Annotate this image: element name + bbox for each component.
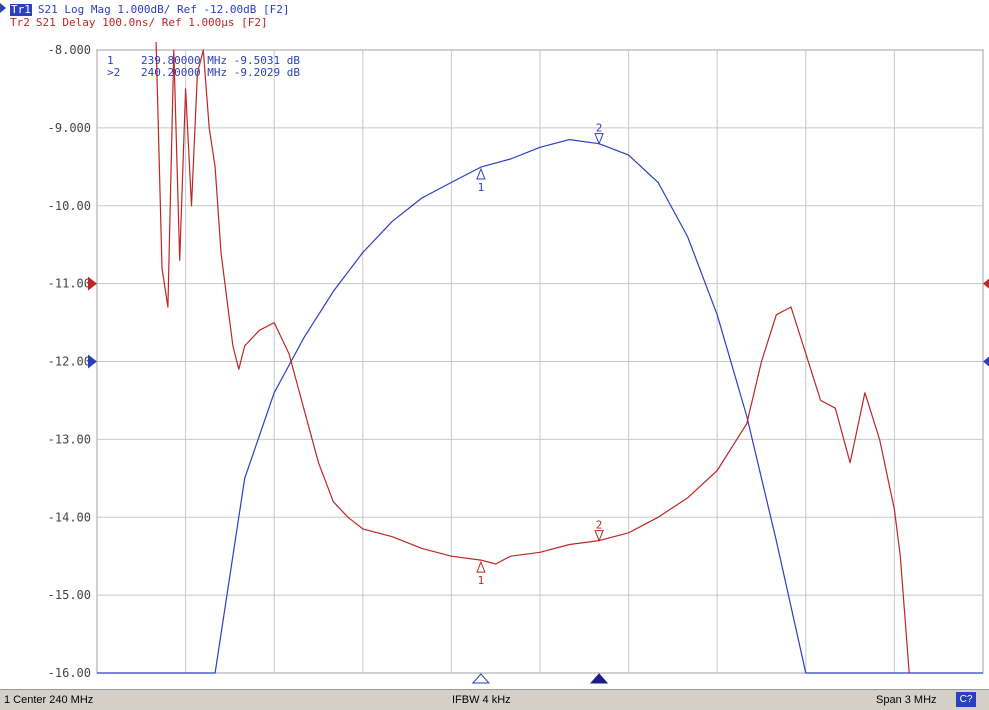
trace-tr2-line[interactable] (155, 41, 910, 674)
y-tick-label: -13.00 (48, 432, 91, 446)
marker-1-trace2-icon[interactable] (476, 560, 486, 573)
trace1-header[interactable]: Tr1 S21 Log Mag 1.000dB/ Ref -12.00dB [F2… (10, 4, 290, 16)
trace1-settings: S21 Log Mag 1.000dB/ Ref -12.00dB [F2] (37, 3, 290, 16)
plot-area[interactable]: -8.000 -9.000 -10.00 -11.00 -12.00 -13.00 -14.… (0, 0, 989, 689)
trace2-reference-right-icon (983, 278, 989, 289)
ifbw-setting[interactable]: IFBW 4 kHz (452, 694, 511, 706)
marker-1-trace2-label: 1 (478, 574, 485, 587)
trace2-badge[interactable]: Tr2 (10, 16, 30, 29)
marker-2-trace1-icon[interactable] (594, 133, 604, 146)
status-bar: 1 Center 240 MHz IFBW 4 kHz Span 3 MHz C… (0, 689, 989, 710)
marker-readout-value: 240.20000 MHz -9.2029 dB (141, 66, 300, 79)
marker-2-trace2-label: 2 (596, 519, 603, 532)
stimulus-marker-1-icon[interactable] (471, 673, 491, 684)
y-tick-label: -8.000 (48, 43, 91, 57)
marker-1-trace1-label: 1 (478, 181, 485, 194)
trace2-header[interactable]: Tr2 S21 Delay 100.0ns/ Ref 1.000µs [F2] (10, 17, 268, 29)
trace1-badge[interactable]: Tr1 (10, 3, 32, 16)
span-setting[interactable]: Span 3 MHz (876, 694, 937, 706)
trace1-reference-right-icon (983, 356, 989, 367)
y-tick-label: -15.00 (48, 588, 91, 602)
marker-2-trace2-icon[interactable] (594, 530, 604, 542)
trace2-reference-left-icon (88, 276, 97, 291)
y-tick-label: -12.00 (48, 355, 91, 369)
calibration-badge[interactable]: C? (956, 692, 976, 707)
y-tick-label: -11.00 (48, 277, 91, 291)
stimulus-marker-2-icon[interactable] (589, 673, 609, 684)
marker-readout-label: >2 (107, 66, 120, 79)
marker-readout-value: 239.80000 MHz -9.5031 dB (141, 54, 300, 67)
y-tick-label: -16.00 (48, 666, 91, 680)
marker-readout-label: 1 (107, 54, 114, 67)
active-trace-arrow-icon (0, 3, 6, 13)
y-tick-label: -10.00 (48, 199, 91, 213)
trace1-reference-left-icon (88, 354, 97, 369)
trace-tr1-line[interactable] (97, 139, 983, 674)
marker-2-trace1-label: 2 (596, 122, 603, 135)
y-tick-label: -14.00 (48, 510, 91, 524)
trace2-settings: S21 Delay 100.0ns/ Ref 1.000µs [F2] (35, 16, 268, 29)
y-tick-label: -9.000 (48, 121, 91, 135)
marker-1-trace1-icon[interactable] (476, 167, 486, 180)
center-frequency[interactable]: 1 Center 240 MHz (4, 694, 94, 706)
